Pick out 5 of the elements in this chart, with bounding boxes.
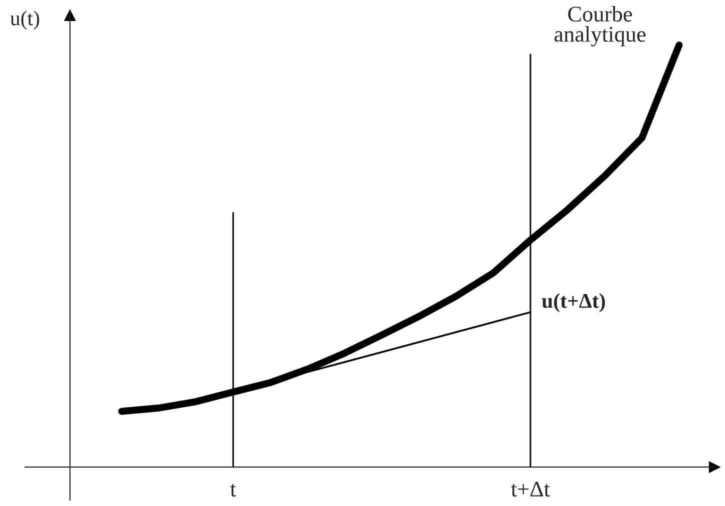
y-axis-title: u(t) xyxy=(10,10,40,30)
x-tick-label: t xyxy=(230,484,236,497)
annotation: u(t+Δt) xyxy=(542,293,605,312)
x-tick-label: t+Δt xyxy=(511,482,550,497)
annotation: Courbe analytique xyxy=(554,6,646,46)
